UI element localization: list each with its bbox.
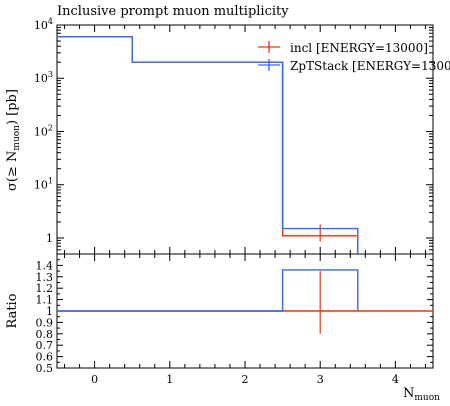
- ratio-tick-label: 0.7: [36, 339, 54, 352]
- x-tick-label: 0: [91, 373, 98, 386]
- ratio-line-1: [57, 269, 359, 312]
- legend-label-incl: incl [ENERGY=13000]: [290, 41, 428, 55]
- ratio-tick-label: 0.5: [36, 362, 54, 375]
- ratio-tick-label: 1.2: [36, 282, 54, 295]
- x-axis-label-main: N: [403, 386, 414, 401]
- legend-label-zptstack: ZpTStack [ENERGY=1300: [290, 59, 450, 73]
- x-tick-label: 1: [166, 373, 173, 386]
- ratio-tick-label: 0.9: [36, 316, 54, 329]
- main-y-ticks: 1 101 102 103 104: [34, 17, 433, 255]
- y-tick-label: 101: [34, 177, 53, 192]
- legend-entry-incl: incl [ENERGY=13000]: [258, 41, 428, 55]
- ratio-tick-label: 0.8: [36, 328, 54, 341]
- y-axis-label: σ(≥ Nmuon) [pb]: [5, 89, 22, 191]
- ratio-tick-label: 0.6: [36, 351, 54, 364]
- series-line-1: [57, 36, 359, 254]
- x-tick-label: 4: [392, 373, 399, 386]
- ratio-y-ticks: 0.50.60.70.80.911.11.21.31.4: [36, 259, 433, 375]
- y-axis-label-tail: ) [pb]: [5, 89, 20, 125]
- series-layer: [57, 36, 359, 254]
- legend-entry-zptstack: ZpTStack [ENERGY=1300: [258, 59, 450, 73]
- chart-title: Inclusive prompt muon multiplicity: [57, 4, 289, 19]
- y-tick-label: 104: [34, 17, 53, 32]
- y-tick-label: 103: [34, 70, 53, 85]
- ratio-tick-label: 1: [46, 305, 53, 318]
- x-tick-label: 2: [242, 373, 249, 386]
- ratio-tick-label: 1.4: [36, 259, 54, 272]
- y-tick-label: 1: [46, 232, 53, 245]
- ratio-tick-label: 1.1: [36, 294, 54, 307]
- x-tick-label: 3: [317, 373, 324, 386]
- ratio-axis-label: Ratio: [5, 293, 20, 328]
- x-axis-label: Nmuon: [403, 386, 440, 403]
- x-axis-label-sub: muon: [414, 393, 440, 403]
- legend: incl [ENERGY=13000] ZpTStack [ENERGY=130…: [258, 41, 450, 73]
- y-tick-label: 102: [34, 123, 53, 138]
- ratio-tick-label: 1.3: [36, 271, 54, 284]
- x-ticks: 0 1 2 3 4: [64, 25, 426, 386]
- ratio-series-layer: [57, 269, 433, 334]
- y-axis-label-sub: muon: [12, 125, 22, 151]
- y-axis-label-main: σ(≥ N: [5, 151, 20, 191]
